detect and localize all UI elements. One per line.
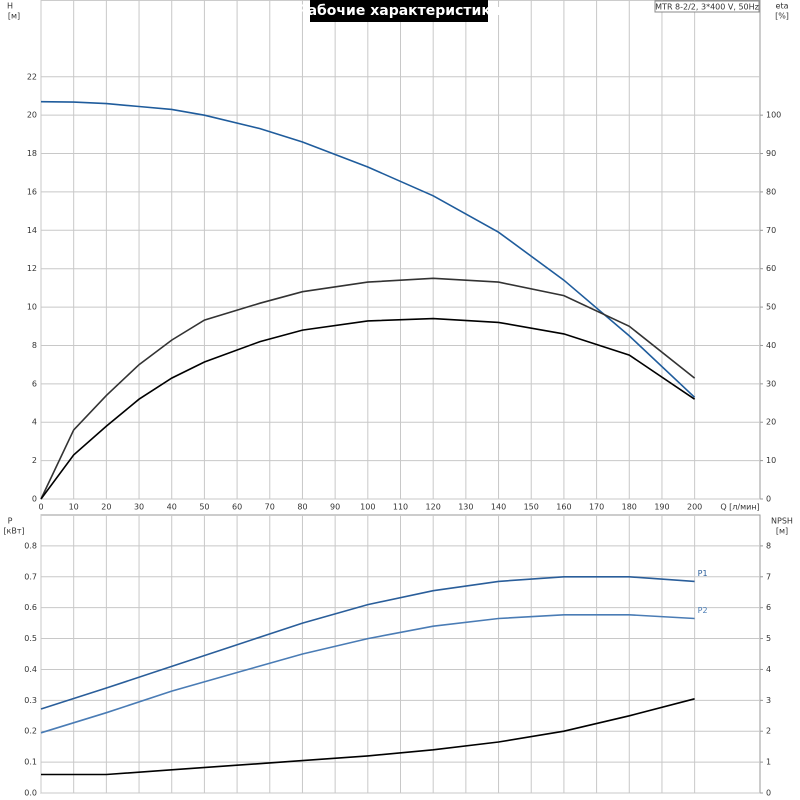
y2-tick-label: 4	[766, 665, 771, 674]
x-tick-label: 100	[360, 503, 375, 512]
y-axis-label: H	[7, 2, 13, 11]
x-tick-label: 40	[167, 503, 177, 512]
y-tick-label: 8	[32, 341, 37, 350]
y2-tick-label: 0	[766, 495, 771, 504]
y-tick-label: 2	[32, 456, 37, 465]
y-tick-label: 14	[27, 226, 37, 235]
x-tick-label: 160	[556, 503, 571, 512]
y-tick-label: 16	[27, 187, 37, 196]
series-line	[40, 317, 696, 500]
series-label: P2	[698, 606, 708, 615]
series-line	[40, 277, 696, 500]
x-tick-label: 0	[38, 503, 43, 512]
x-tick-label: 80	[297, 503, 307, 512]
y-axis-unit: [м]	[8, 12, 20, 21]
y-tick-label: 0.0	[24, 789, 37, 798]
y2-tick-label: 50	[766, 303, 776, 312]
series-line	[40, 614, 695, 734]
y2-tick-label: 2	[766, 727, 771, 736]
y-tick-label: 10	[27, 303, 37, 312]
y-tick-label: 0.7	[24, 572, 37, 581]
chart-title: Рабочие характеристики	[297, 3, 500, 19]
y-tick-label: 20	[27, 111, 37, 120]
series-line	[40, 100, 696, 398]
x-tick-label: 70	[265, 503, 275, 512]
x-tick-label: 200	[687, 503, 702, 512]
x-tick-label: 120	[426, 503, 441, 512]
y2-axis-unit: [м]	[776, 527, 788, 536]
x-tick-label: 180	[622, 503, 637, 512]
y2-tick-label: 10	[766, 456, 776, 465]
y-tick-label: 0.3	[24, 696, 37, 705]
y2-tick-label: 20	[766, 418, 776, 427]
y2-tick-label: 40	[766, 341, 776, 350]
y2-tick-label: 30	[766, 379, 776, 388]
x-tick-label: 140	[491, 503, 506, 512]
y-tick-label: 12	[27, 264, 37, 273]
x-tick-label: 20	[101, 503, 111, 512]
y2-tick-label: 60	[766, 264, 776, 273]
y-tick-label: 0.5	[24, 634, 37, 643]
y2-axis-unit: [%]	[775, 12, 789, 21]
y2-tick-label: 6	[766, 603, 771, 612]
x-tick-label: 50	[199, 503, 209, 512]
x-tick-label: 30	[134, 503, 144, 512]
y-axis-label: P	[8, 517, 13, 526]
y-tick-label: 0.8	[24, 541, 37, 550]
y-tick-label: 4	[32, 418, 37, 427]
chart-subtitle: MTR 8-2/2, 3*400 V, 50Hz	[655, 3, 759, 12]
x-tick-label: 150	[524, 503, 539, 512]
x-tick-label: 60	[232, 503, 242, 512]
title-box	[310, 0, 488, 22]
y2-tick-label: 3	[766, 696, 771, 705]
y2-tick-label: 0	[766, 789, 771, 798]
y2-axis-label: NPSH	[771, 517, 793, 526]
x-tick-label: 190	[654, 503, 669, 512]
x-tick-label: 90	[330, 503, 340, 512]
x-tick-label: 170	[589, 503, 604, 512]
model-box	[654, 0, 760, 13]
y2-tick-label: 100	[766, 111, 781, 120]
y2-tick-label: 90	[766, 149, 776, 158]
series-line	[41, 698, 695, 776]
y2-tick-label: 80	[766, 187, 776, 196]
y-tick-label: 6	[32, 379, 37, 388]
y2-tick-label: 7	[766, 572, 771, 581]
y-tick-label: 18	[27, 149, 37, 158]
series-line	[40, 576, 695, 710]
x-axis-label: Q [л/мин]	[720, 503, 759, 512]
y-axis-unit: [кВт]	[3, 527, 24, 536]
y-tick-label: 22	[27, 72, 37, 81]
y-tick-label: 0.1	[24, 758, 37, 767]
y2-tick-label: 70	[766, 226, 776, 235]
y2-tick-label: 1	[766, 758, 771, 767]
y-tick-label: 0.2	[24, 727, 37, 736]
y2-tick-label: 5	[766, 634, 771, 643]
x-tick-label: 130	[458, 503, 473, 512]
series-label: P1	[698, 569, 708, 578]
y2-axis-label: eta	[776, 2, 789, 11]
y-tick-label: 0.6	[24, 603, 37, 612]
x-tick-label: 10	[69, 503, 79, 512]
y-tick-label: 0	[32, 495, 37, 504]
y-tick-label: 0.4	[24, 665, 37, 674]
x-tick-label: 110	[393, 503, 408, 512]
y2-tick-label: 8	[766, 541, 771, 550]
